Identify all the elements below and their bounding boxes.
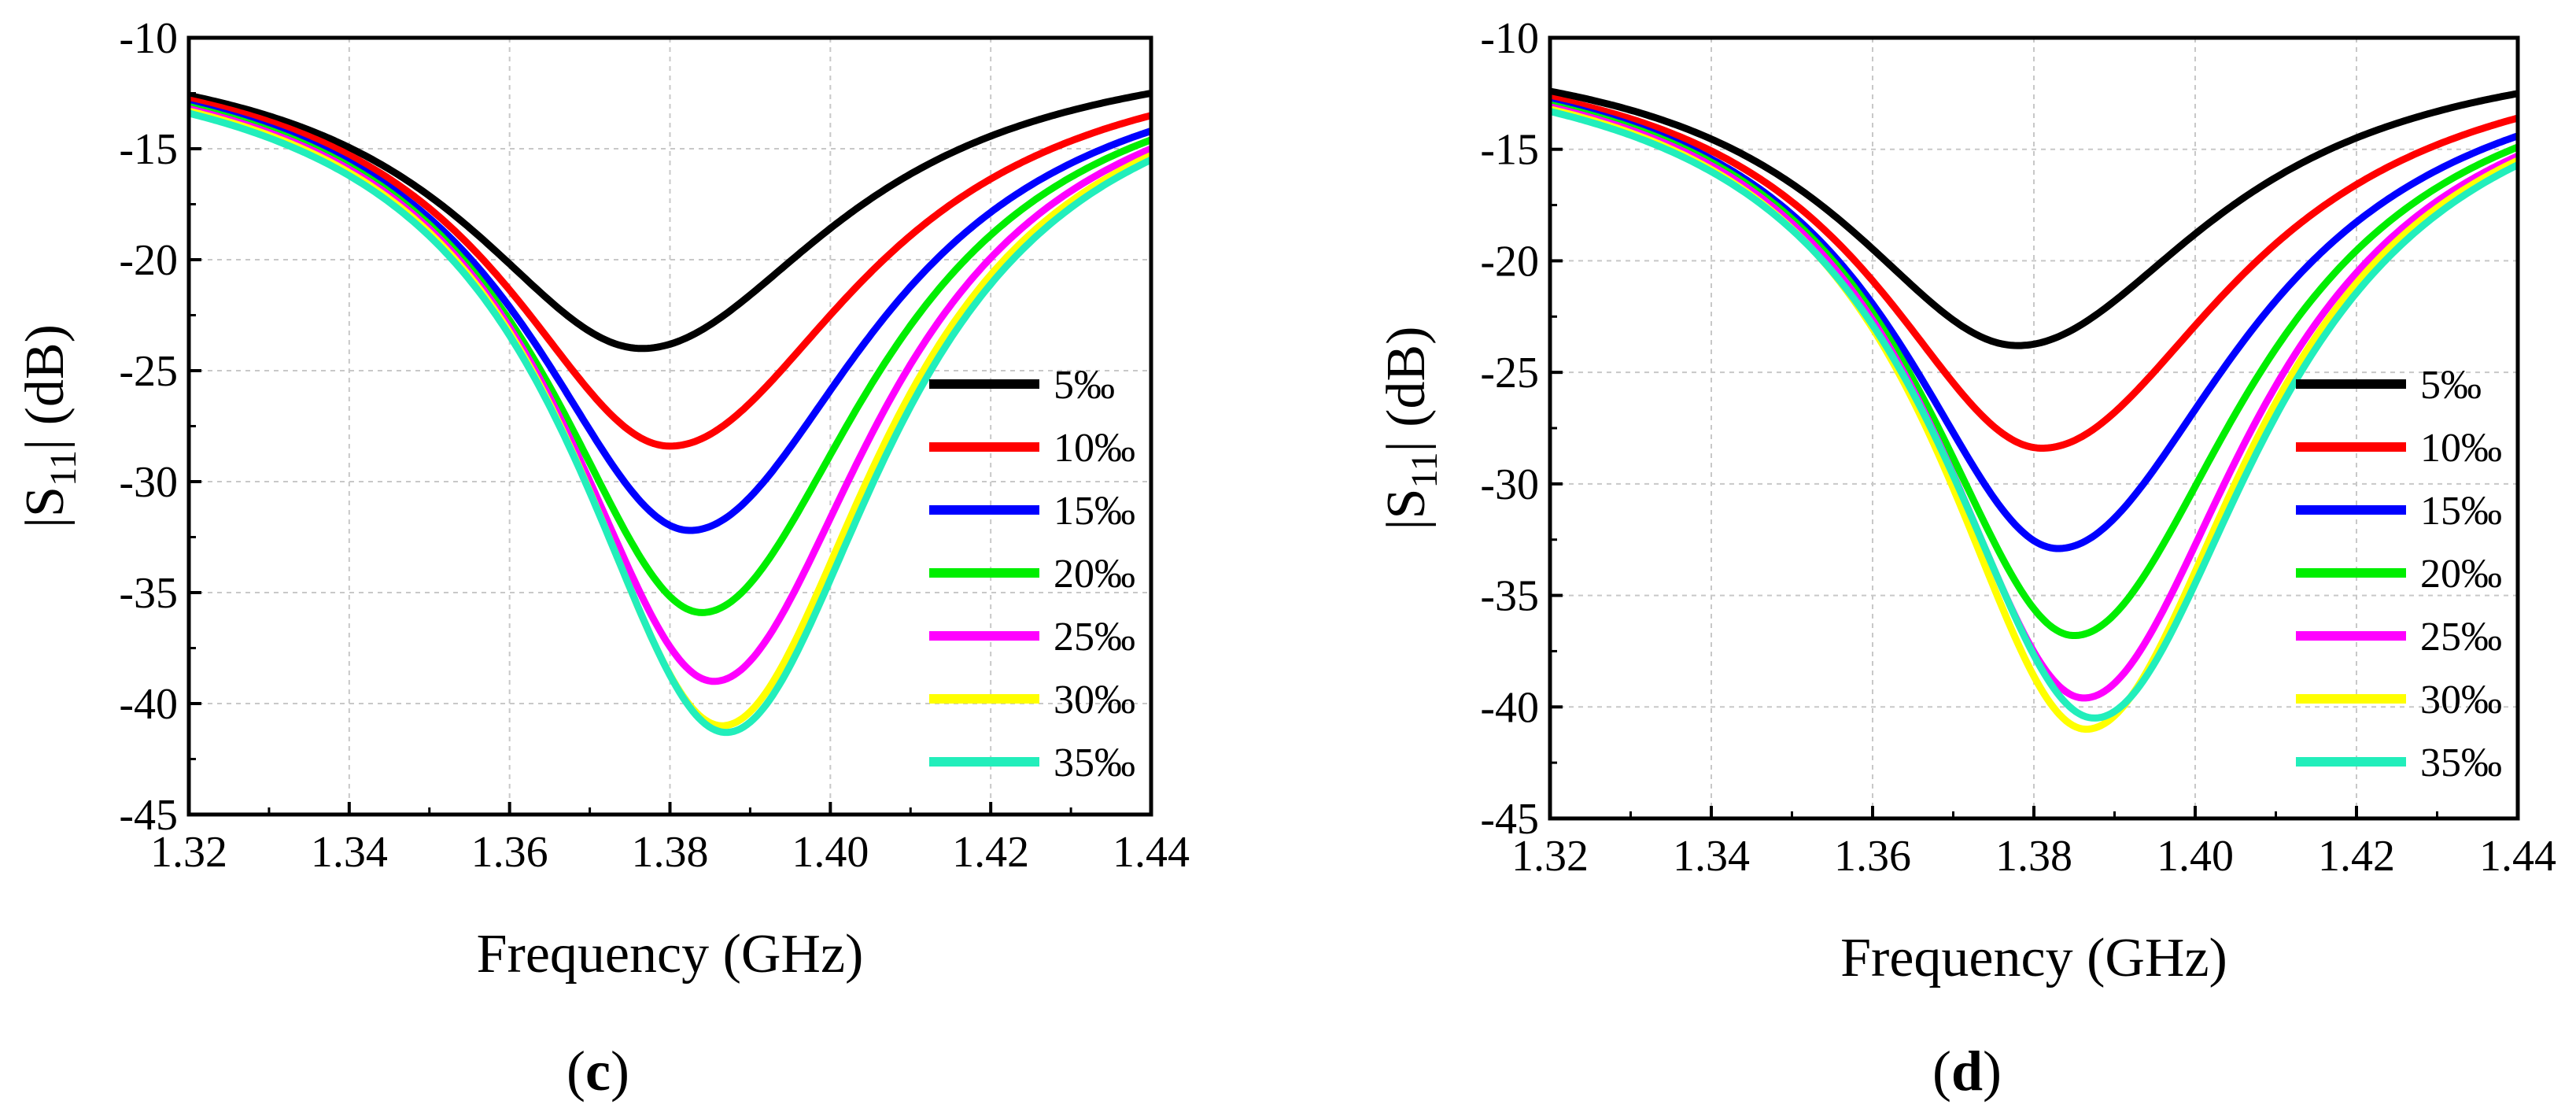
legend-label-7: 35‰: [2420, 741, 2502, 785]
y-axis-title-prefix: |S: [1376, 489, 1437, 530]
series-lines: [187, 90, 1153, 737]
y-tick-label: -25: [1480, 349, 1539, 397]
y-tick-label: -15: [1480, 126, 1539, 175]
legend-label-4: 20‰: [2420, 552, 2502, 597]
legend-label-7: 35‰: [1054, 741, 1135, 785]
legend-label-3: 15‰: [2420, 489, 2502, 534]
series-line-2: [1549, 94, 2519, 452]
panel-label: (d): [1932, 1040, 2002, 1103]
x-tick-label: 1.42: [952, 828, 1029, 877]
y-tick-label: -10: [1480, 14, 1539, 63]
y-tick-label: -30: [119, 458, 178, 507]
y-axis-title-prefix: |S: [15, 486, 76, 528]
x-tick-label: 1.38: [632, 828, 709, 877]
series-line-7: [1548, 108, 2519, 722]
series-line-1: [1549, 87, 2519, 349]
y-axis-title-subscript: 11: [42, 450, 84, 486]
x-tick-label: 1.32: [150, 828, 227, 877]
legend-label-1: 5‰: [1054, 363, 1115, 408]
y-tick-label: -40: [1480, 683, 1539, 732]
y-tick-label: -20: [1480, 237, 1539, 286]
y-tick-label: -30: [1480, 460, 1539, 509]
panel-label-open: (: [566, 1040, 585, 1103]
y-tick-label: -15: [119, 125, 178, 174]
x-tick-label: 1.32: [1511, 832, 1589, 881]
y-axis-title-suffix: | (dB): [15, 324, 76, 450]
panel-label-letter: c: [585, 1040, 611, 1103]
legend: 5‰ 10‰ 15‰ 20‰ 25‰ 30‰ 35‰: [2296, 363, 2502, 785]
legend-label-2: 10‰: [1054, 426, 1135, 471]
x-tick-label: 1.40: [792, 828, 869, 877]
y-tick-label: -40: [119, 680, 178, 729]
x-tick-label: 1.44: [1113, 828, 1190, 877]
y-axis-title-subscript: 11: [1404, 452, 1445, 488]
panel-label-open: (: [1932, 1040, 1951, 1103]
y-tick-label: -20: [119, 236, 178, 285]
series-line-2: [188, 96, 1153, 450]
grid: [189, 38, 1151, 815]
x-axis-title: Frequency (GHz): [477, 924, 864, 985]
y-tick-label: -10: [119, 14, 178, 63]
legend-label-2: 10‰: [2420, 426, 2502, 471]
x-tick-label: 1.34: [311, 828, 388, 877]
ticks: 1.32 1.34 1.36 1.38 1.40 1.42 1.44 -10 -15 -20 -25…: [119, 14, 1190, 877]
y-tick-label: -45: [119, 791, 178, 840]
panel-label: (c): [566, 1040, 629, 1103]
series-line-1: [188, 90, 1152, 353]
y-axis-title: |S11| (dB): [1376, 327, 1445, 530]
y-axis-title: |S11| (dB): [15, 324, 84, 528]
legend-label-4: 20‰: [1054, 552, 1135, 597]
x-tick-label: 1.44: [2479, 832, 2556, 881]
x-tick-label: 1.34: [1673, 832, 1750, 881]
legend-label-6: 30‰: [2420, 678, 2502, 722]
series-line-7: [187, 109, 1153, 737]
y-tick-label: -45: [1480, 795, 1539, 844]
x-tick-label: 1.36: [471, 828, 548, 877]
legend-label-5: 25‰: [1054, 615, 1135, 659]
y-tick-label: -25: [119, 347, 178, 396]
y-tick-label: -35: [1480, 572, 1539, 621]
legend-label-6: 30‰: [1054, 678, 1135, 722]
legend-label-5: 25‰: [2420, 615, 2502, 659]
chart-panel-d: 1.32 1.34 1.36 1.38 1.40 1.42 1.44 -10 -15 -20 -25…: [1376, 14, 2556, 1103]
legend-label-1: 5‰: [2420, 363, 2482, 408]
series-lines: [1548, 87, 2519, 733]
y-tick-label: -35: [119, 569, 178, 618]
x-tick-label: 1.40: [2157, 832, 2234, 881]
panel-label-close: ): [611, 1040, 629, 1103]
x-tick-label: 1.42: [2318, 832, 2395, 881]
ticks: 1.32 1.34 1.36 1.38 1.40 1.42 1.44 -10 -15 -20 -25…: [1480, 14, 2556, 881]
x-tick-label: 1.36: [1834, 832, 1911, 881]
x-tick-label: 1.38: [1995, 832, 2072, 881]
legend: 5‰ 10‰ 15‰ 20‰ 25‰ 30‰ 35‰: [929, 363, 1135, 785]
chart-panel-c: 1.32 1.34 1.36 1.38 1.40 1.42 1.44 -10 -15 -20 -25…: [15, 14, 1190, 1103]
legend-label-3: 15‰: [1054, 489, 1135, 534]
panel-label-close: ): [1983, 1040, 2002, 1103]
panel-label-letter: d: [1951, 1040, 1983, 1103]
y-axis-title-suffix: | (dB): [1376, 327, 1437, 453]
x-axis-title: Frequency (GHz): [1840, 928, 2227, 988]
